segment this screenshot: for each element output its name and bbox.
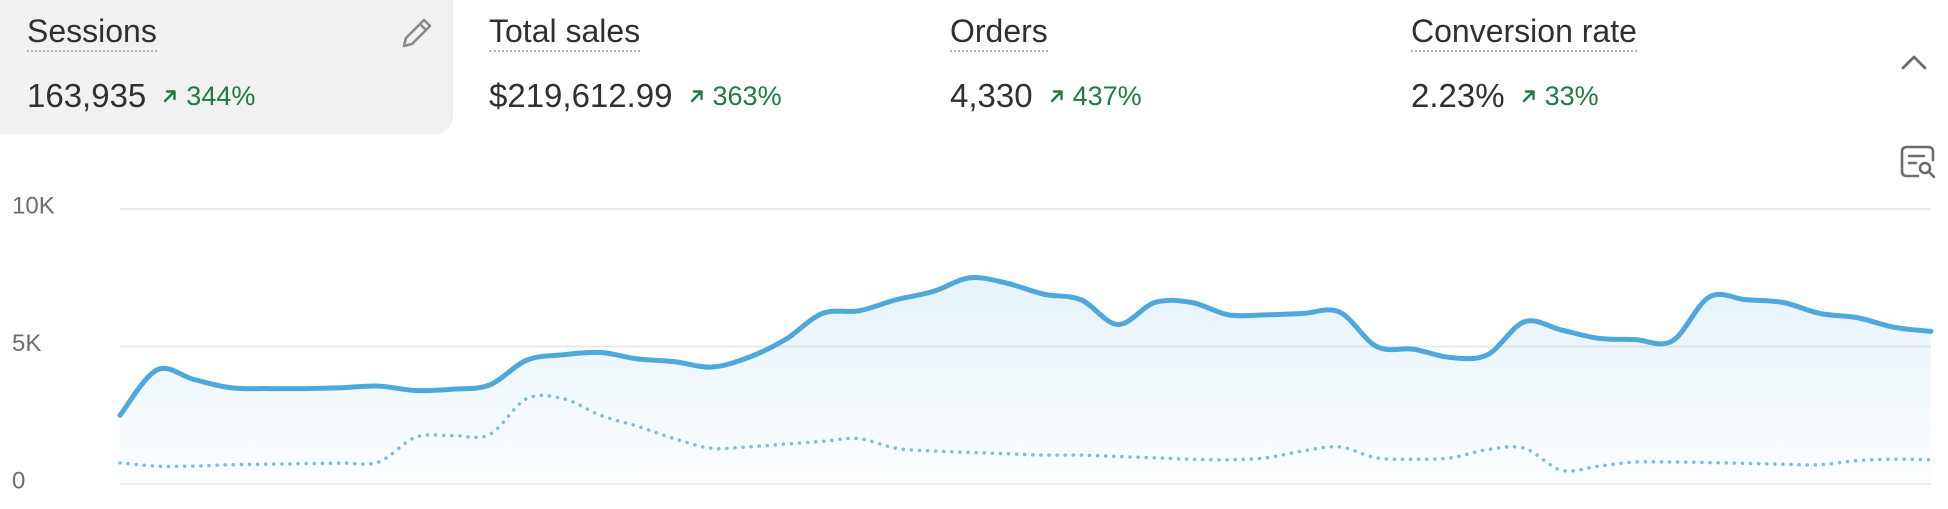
metric-change: 33% [1521, 76, 1599, 116]
metric-card[interactable]: Sessions 163,935 344% [0, 0, 453, 134]
insight-icon[interactable] [1900, 145, 1936, 179]
metric-change: 363% [689, 76, 782, 116]
series-line [117, 274, 1934, 418]
metric-card[interactable]: Conversion rate 2.23% 33% [1384, 0, 1824, 134]
metric-change: 344% [162, 76, 255, 116]
metric-row: 4,330 437% [950, 76, 1142, 116]
up-arrow [164, 90, 176, 103]
metric-title: Orders [950, 12, 1048, 52]
y-tick-label: 5K [12, 330, 41, 357]
collapse-chevron[interactable] [1901, 55, 1927, 70]
metric-row: 163,935 344% [27, 76, 255, 116]
y-tick-label: 0 [12, 467, 25, 494]
metric-change-value: 33% [1544, 81, 1599, 111]
up-arrow [1050, 90, 1063, 103]
metric-row: $219,612.99 363% [489, 76, 782, 116]
metric-change-value: 344% [186, 81, 256, 111]
metric-row: 2.23% 33% [1411, 76, 1599, 116]
metric-card[interactable]: Total sales $219,612.99 363% [462, 0, 902, 134]
metric-change-value: 363% [712, 81, 782, 111]
metric-change-value: 437% [1072, 81, 1142, 111]
metric-card[interactable]: Orders 4,330 437% [923, 0, 1363, 134]
up-arrow [690, 90, 703, 103]
metric-title: Total sales [489, 12, 641, 52]
series-area [120, 277, 1931, 484]
metric-title: Conversion rate [1411, 12, 1637, 52]
up-arrow [1522, 90, 1535, 103]
metric-value: 163,935 [27, 77, 147, 114]
metric-change: 437% [1049, 76, 1142, 116]
metric-value: $219,612.99 [489, 77, 673, 114]
y-tick-label: 10K [12, 192, 55, 219]
metric-value: 2.23% [1411, 77, 1505, 114]
metric-title: Sessions [27, 12, 157, 52]
edit-icon[interactable] [402, 18, 432, 48]
metric-value: 4,330 [950, 77, 1033, 114]
